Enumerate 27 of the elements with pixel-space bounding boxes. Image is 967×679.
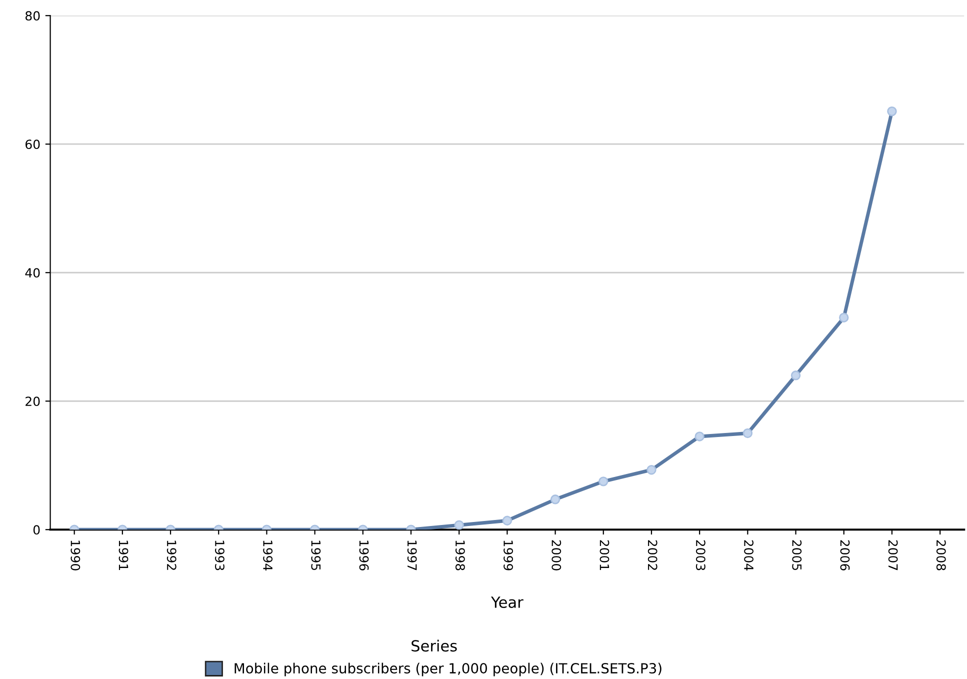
x-tick-label: 1995 [311, 540, 321, 570]
x-axis-title: Year [490, 596, 524, 608]
y-tick-label: 40 [25, 268, 40, 278]
x-tick-label: 2005 [792, 540, 802, 570]
legend-label: Mobile phone subscribers (per 1,000 people) (IT.CEL.SETS.P3) [234, 662, 662, 676]
y-tick-label: 20 [26, 396, 40, 406]
x-tick-label: 1993 [214, 540, 224, 570]
x-tick-label: 2001 [600, 540, 610, 570]
y-tick-label: 0 [33, 525, 40, 535]
x-tick-label: 2003 [696, 540, 706, 570]
x-tick-label: 1996 [359, 540, 369, 570]
x-tick-label: 1992 [166, 540, 176, 570]
x-tick-label: 1999 [504, 540, 514, 570]
x-tick-label: 1991 [118, 540, 128, 570]
x-tick-label: 1998 [455, 540, 465, 570]
x-tick-label: 2006 [840, 540, 850, 570]
x-tick-label: 2008 [936, 540, 946, 570]
x-tick-label: 1990 [70, 540, 80, 570]
x-tick-label: 2004 [744, 540, 754, 570]
y-tick-label: 80 [26, 11, 40, 21]
y-tick-label: 60 [26, 140, 40, 150]
legend-title: Series [412, 640, 457, 652]
x-tick-label: 2007 [888, 540, 898, 570]
x-tick-label: 1994 [263, 540, 273, 570]
x-tick-label: 2002 [648, 540, 658, 570]
x-tick-label: 1997 [407, 540, 417, 570]
x-tick-label: 2000 [552, 540, 562, 570]
